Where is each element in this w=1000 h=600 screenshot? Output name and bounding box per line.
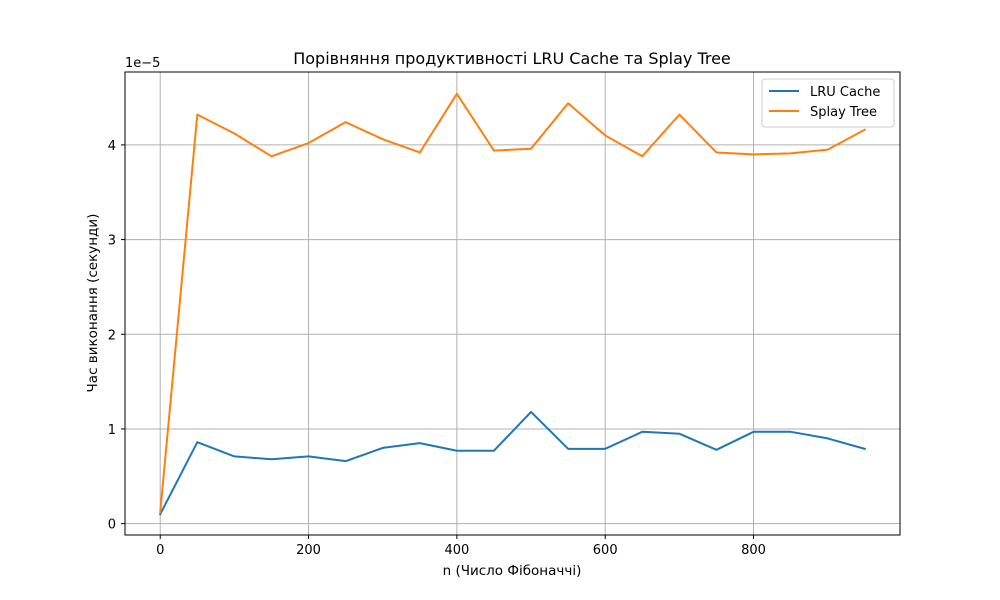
x-tick-label: 800 [741,543,766,558]
x-axis-ticks: 0 200 400 600 800 [156,535,766,558]
data-point-lru-cache [790,431,792,433]
data-point-splay-tree [456,93,458,95]
data-point-splay-tree [159,511,161,513]
data-point-splay-tree [345,121,347,123]
plot-frame [124,71,901,536]
data-point-lru-cache [678,433,680,435]
y-axis-label: Час виконання (секунди) [85,214,101,393]
data-point-splay-tree [196,114,198,116]
data-point-splay-tree [233,133,235,135]
data-point-lru-cache [641,431,643,433]
data-point-lru-cache [604,448,606,450]
legend-label-lru-cache: LRU Cache [810,85,880,100]
data-point-lru-cache [159,513,161,515]
grid [125,72,900,535]
data-point-lru-cache [864,448,866,450]
data-point-splay-tree [270,155,272,157]
data-point-lru-cache [827,437,829,439]
data-point-lru-cache [753,431,755,433]
y-axis-ticks: 0 1 2 3 4 [108,139,125,533]
data-point-splay-tree [530,148,532,150]
y-tick-label: 3 [108,234,116,249]
x-tick-label: 600 [593,543,618,558]
data-point-lru-cache [233,455,235,457]
data-point-lru-cache [382,447,384,449]
chart-title: Порівняння продуктивності LRU Cache та S… [293,49,731,68]
data-point-splay-tree [308,142,310,144]
data-point-splay-tree [790,152,792,154]
data-point-splay-tree [715,151,717,153]
data-point-lru-cache [530,411,532,413]
y-tick-label: 0 [108,518,116,533]
series-line-lru-cache [158,410,867,516]
data-point-lru-cache [456,450,458,452]
data-point-splay-tree [419,151,421,153]
y-tick-label: 4 [108,139,116,154]
data-point-splay-tree [641,155,643,157]
data-point-splay-tree [827,149,829,151]
data-point-lru-cache [715,449,717,451]
series-lines [158,92,867,516]
x-tick-label: 0 [156,543,164,558]
data-point-lru-cache [345,460,347,462]
data-point-splay-tree [382,138,384,140]
y-tick-label: 1 [108,423,116,438]
series-line-splay-tree [159,92,867,514]
data-point-lru-cache [196,441,198,443]
data-point-lru-cache [493,450,495,452]
data-point-lru-cache [419,442,421,444]
legend: LRU Cache Splay Tree [761,78,895,128]
legend-label-splay-tree: Splay Tree [810,105,877,120]
data-point-lru-cache [308,455,310,457]
y-axis-offset-text: 1e−5 [125,56,160,71]
data-point-splay-tree [493,150,495,152]
data-point-lru-cache [270,458,272,460]
data-point-splay-tree [678,114,680,116]
data-point-splay-tree [604,134,606,136]
data-point-lru-cache [567,448,569,450]
y-tick-label: 2 [108,328,116,343]
data-point-splay-tree [864,129,866,131]
x-axis-label: n (Число Фібоначчі) [443,563,582,579]
data-point-splay-tree [753,153,755,155]
x-tick-label: 200 [296,543,321,558]
data-point-splay-tree [567,102,569,104]
x-tick-label: 400 [444,543,469,558]
